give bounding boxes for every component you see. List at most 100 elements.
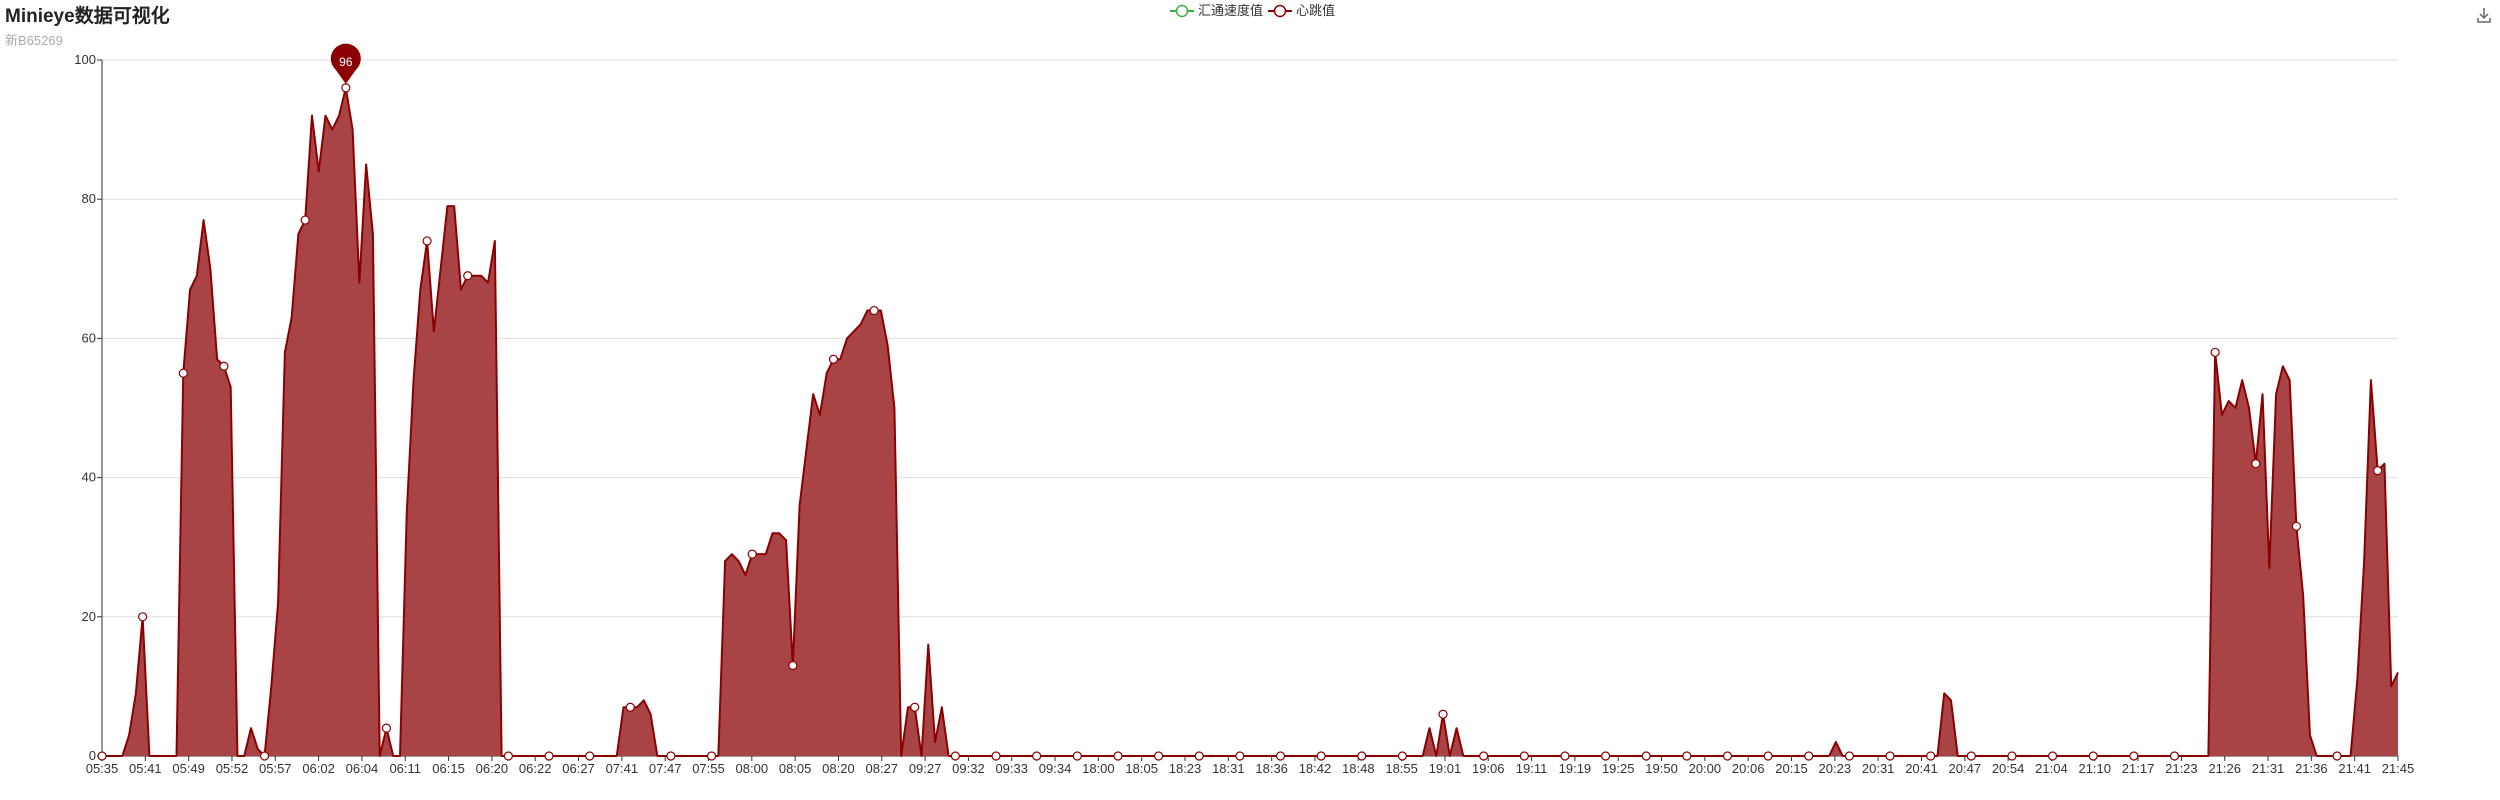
data-point[interactable] [1032, 751, 1042, 761]
data-point[interactable] [341, 83, 351, 93]
data-point[interactable] [544, 751, 554, 761]
legend-marker[interactable] [1175, 4, 1189, 18]
data-point[interactable] [1682, 751, 1692, 761]
x-tick-label: 21:41 [2338, 761, 2371, 776]
x-tick-label: 20:23 [1819, 761, 1852, 776]
data-point[interactable] [1641, 751, 1651, 761]
x-tick-label: 18:42 [1299, 761, 1332, 776]
data-point[interactable] [1844, 751, 1854, 761]
x-tick-label: 09:34 [1039, 761, 1072, 776]
data-point[interactable] [1519, 751, 1529, 761]
x-tick-label: 20:54 [1992, 761, 2025, 776]
data-point[interactable] [2088, 751, 2098, 761]
data-point[interactable] [300, 215, 310, 225]
data-point[interactable] [381, 723, 392, 733]
data-point[interactable] [1153, 751, 1164, 761]
x-tick-label: 18:31 [1212, 761, 1245, 776]
data-point[interactable] [1560, 751, 1570, 761]
chart-subtitle: 新B65269 [5, 33, 63, 48]
data-point[interactable] [422, 236, 432, 246]
y-tick-label: 100 [74, 52, 96, 67]
data-point[interactable] [788, 660, 798, 671]
x-tick-label: 19:11 [1516, 761, 1548, 776]
x-tick-label: 07:55 [692, 761, 725, 776]
data-point[interactable] [1194, 751, 1204, 761]
data-point[interactable] [2047, 751, 2058, 761]
data-point[interactable] [1966, 751, 1976, 761]
data-point[interactable] [585, 751, 595, 761]
x-tick-label: 20:15 [1775, 761, 1808, 776]
legend-label[interactable]: 心跳值 [1296, 3, 1335, 18]
max-marker-label: 96 [339, 55, 353, 69]
x-tick-label: 20:00 [1689, 761, 1722, 776]
data-point[interactable] [2291, 521, 2302, 531]
data-point[interactable] [1397, 751, 1407, 761]
data-point[interactable] [1479, 751, 1489, 761]
x-tick-label: 07:47 [649, 761, 682, 776]
data-point[interactable] [1926, 751, 1936, 761]
data-point[interactable] [97, 751, 107, 761]
max-marker-pin [330, 43, 361, 84]
x-tick-label: 20:06 [1732, 761, 1765, 776]
x-tick-label: 06:04 [346, 761, 379, 776]
data-point[interactable] [1113, 751, 1123, 761]
data-point[interactable] [869, 305, 879, 316]
data-point[interactable] [950, 751, 960, 761]
data-point[interactable] [2251, 459, 2261, 469]
x-tick-label: 05:41 [129, 761, 162, 776]
data-point[interactable] [503, 751, 513, 761]
data-point[interactable] [1275, 751, 1286, 761]
data-point[interactable] [1316, 751, 1326, 761]
data-point[interactable] [666, 751, 676, 761]
data-point[interactable] [2210, 347, 2220, 357]
x-tick-label: 18:05 [1125, 761, 1158, 776]
data-point[interactable] [1072, 751, 1082, 761]
data-point[interactable] [1804, 751, 1814, 761]
data-point[interactable] [706, 751, 717, 761]
data-point[interactable] [1438, 709, 1448, 719]
data-point[interactable] [463, 271, 473, 281]
data-point[interactable] [910, 702, 920, 712]
legend-marker[interactable] [1273, 4, 1287, 18]
x-tick-label: 21:23 [2165, 761, 2198, 776]
x-tick-label: 18:23 [1169, 761, 1202, 776]
x-tick-label: 08:20 [822, 761, 855, 776]
data-point[interactable] [1235, 751, 1245, 761]
x-tick-label: 19:50 [1645, 761, 1678, 776]
x-tick-label: 21:17 [2122, 761, 2155, 776]
y-tick-label: 0 [89, 748, 96, 763]
data-point[interactable] [2007, 751, 2017, 761]
x-tick-label: 18:00 [1082, 761, 1115, 776]
data-point[interactable] [2169, 751, 2180, 761]
data-point[interactable] [138, 612, 148, 622]
x-tick-label: 19:25 [1602, 761, 1635, 776]
y-tick-label: 80 [82, 191, 96, 206]
data-point[interactable] [1357, 751, 1367, 761]
data-point[interactable] [991, 751, 1001, 761]
x-tick-label: 06:20 [476, 761, 509, 776]
download-icon[interactable] [2475, 6, 2493, 24]
x-tick-label: 08:00 [736, 761, 769, 776]
data-point[interactable] [2332, 751, 2342, 761]
data-point[interactable] [828, 354, 839, 364]
data-point[interactable] [2373, 466, 2383, 476]
data-point[interactable] [259, 751, 270, 761]
legend-label[interactable]: 汇通速度值 [1198, 3, 1263, 18]
series-heartbeat-area [102, 87, 2398, 757]
x-tick-label: 08:05 [779, 761, 812, 776]
data-point[interactable] [1722, 751, 1733, 761]
data-point[interactable] [2129, 751, 2139, 761]
x-tick-label: 21:31 [2252, 761, 2285, 776]
data-point[interactable] [178, 368, 188, 378]
data-point[interactable] [1600, 751, 1611, 761]
y-tick-label: 20 [82, 609, 96, 624]
data-point[interactable] [1763, 751, 1773, 761]
data-point[interactable] [625, 702, 635, 712]
data-point[interactable] [1885, 751, 1895, 761]
data-point[interactable] [219, 361, 229, 371]
data-point[interactable] [747, 549, 757, 559]
x-tick-label: 09:33 [995, 761, 1028, 776]
x-tick-label: 21:36 [2295, 761, 2328, 776]
x-tick-label: 06:27 [562, 761, 595, 776]
